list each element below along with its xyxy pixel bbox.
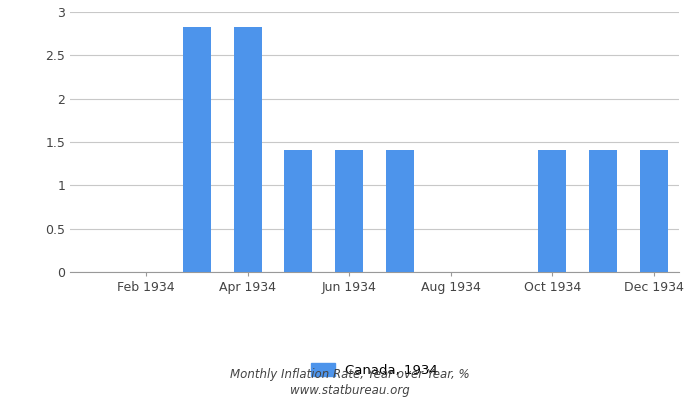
Bar (183, 27, 211, 272)
Legend: Canada, 1934: Canada, 1934 (306, 358, 443, 382)
Bar (640, 150, 668, 272)
Bar (386, 150, 414, 272)
Bar (589, 150, 617, 272)
Text: www.statbureau.org: www.statbureau.org (290, 384, 410, 397)
Bar (335, 150, 363, 272)
Bar (234, 27, 262, 272)
Text: Monthly Inflation Rate, Year over Year, %: Monthly Inflation Rate, Year over Year, … (230, 368, 470, 381)
Bar (284, 150, 312, 272)
Bar (538, 150, 566, 272)
